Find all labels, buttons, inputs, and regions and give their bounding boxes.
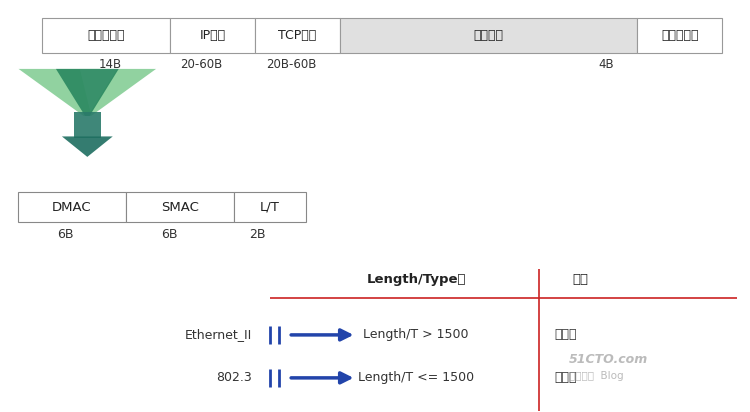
Polygon shape — [19, 69, 156, 116]
Polygon shape — [56, 69, 118, 116]
Polygon shape — [74, 112, 100, 138]
Bar — [126, 192, 233, 222]
Bar — [638, 18, 722, 53]
Text: Length/T > 1500: Length/T > 1500 — [363, 328, 469, 342]
Bar — [233, 192, 305, 222]
Text: 含义: 含义 — [572, 273, 589, 286]
Text: Length/T <= 1500: Length/T <= 1500 — [358, 371, 474, 384]
Bar — [340, 18, 638, 53]
Bar — [18, 192, 126, 222]
Text: 6B: 6B — [161, 228, 178, 241]
Text: TCP头部: TCP头部 — [278, 29, 316, 42]
Text: 以太网尾部: 以太网尾部 — [662, 29, 699, 42]
Polygon shape — [62, 136, 112, 157]
Text: SMAC: SMAC — [160, 201, 199, 213]
Text: L/T: L/T — [260, 201, 280, 213]
Text: Length/Type值: Length/Type值 — [366, 273, 466, 286]
Text: 2B: 2B — [250, 228, 266, 241]
Text: 帧长度: 帧长度 — [554, 371, 577, 384]
Text: IP头部: IP头部 — [200, 29, 226, 42]
Text: 20-60B: 20-60B — [181, 59, 223, 71]
Polygon shape — [80, 69, 117, 112]
Text: 帧类型: 帧类型 — [554, 328, 577, 342]
Text: 20B-60B: 20B-60B — [266, 59, 316, 71]
Bar — [170, 18, 255, 53]
Text: Ethernet_II: Ethernet_II — [184, 328, 252, 342]
Text: 802.3: 802.3 — [216, 371, 252, 384]
Text: 用户数据: 用户数据 — [474, 29, 504, 42]
Text: 14B: 14B — [98, 59, 122, 71]
Bar — [255, 18, 340, 53]
Text: 以太网头部: 以太网头部 — [88, 29, 125, 42]
Text: DMAC: DMAC — [52, 201, 92, 213]
Text: 4B: 4B — [598, 59, 614, 71]
Bar — [43, 18, 170, 53]
Text: 技术博客  Blog: 技术博客 Blog — [569, 371, 624, 381]
Text: 51CTO.com: 51CTO.com — [569, 353, 649, 366]
Text: 6B: 6B — [57, 228, 74, 241]
